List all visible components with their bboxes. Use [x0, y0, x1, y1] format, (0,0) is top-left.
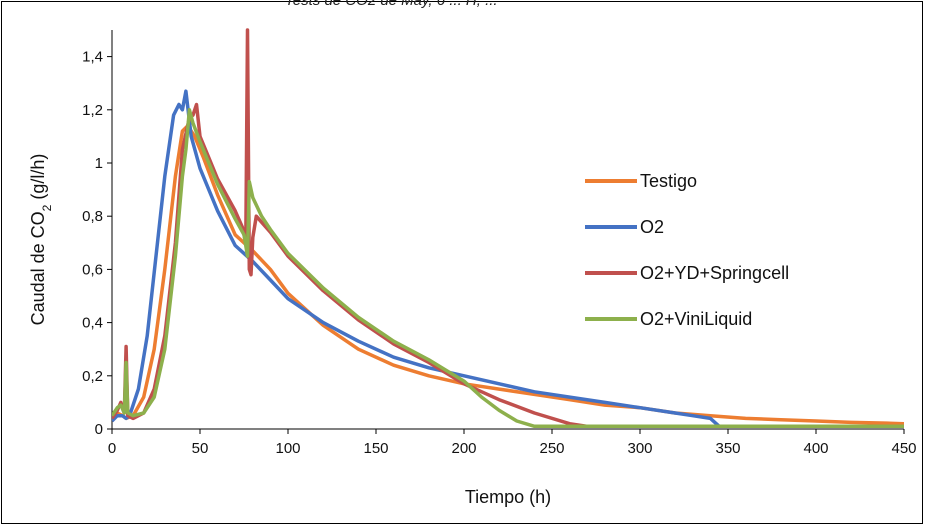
y-axis-label-main: Caudal de CO — [28, 211, 48, 325]
plot-area — [112, 28, 904, 429]
y-tick-label: 0,2 — [82, 368, 103, 385]
x-tick-label: 100 — [275, 440, 300, 457]
series-line-o2 — [112, 89, 904, 429]
legend-label: O2+ViniLiquid — [640, 309, 752, 329]
x-tick-label: 300 — [627, 440, 652, 457]
y-tick-label: 1,4 — [82, 49, 103, 66]
x-axis-label: Tiempo (h) — [465, 487, 551, 507]
y-tick-label: 1 — [95, 155, 103, 172]
x-tick-label: 400 — [803, 440, 828, 457]
y-tick-label: 0,8 — [82, 208, 103, 225]
series-line-o2-viniliquid — [112, 108, 904, 429]
axes — [111, 30, 904, 430]
legend-label: Testigo — [640, 171, 697, 191]
x-tick-label: 150 — [363, 440, 388, 457]
legend-label: O2 — [640, 217, 664, 237]
y-axis-label: Caudal de CO2 (g/l/h) — [28, 154, 54, 326]
y-ticks: 0 0,2 0,4 0,6 0,8 1 1,2 1,4 — [82, 49, 112, 438]
legend: Testigo O2 O2+YD+Springcell O2+ViniLiquid — [585, 171, 789, 329]
legend-label: O2+YD+Springcell — [640, 263, 789, 283]
y-tick-label: 1,2 — [82, 102, 103, 119]
x-tick-label: 200 — [451, 440, 476, 457]
x-tick-label: 50 — [192, 440, 209, 457]
series-line-testigo — [112, 124, 904, 426]
y-tick-label: 0,4 — [82, 315, 103, 332]
chart-title: Tests de CO2 de May, 6 ... H, ... — [285, 0, 498, 9]
x-tick-label: 0 — [108, 440, 116, 457]
y-tick-label: 0 — [95, 421, 103, 438]
x-tick-label: 350 — [715, 440, 740, 457]
x-tick-label: 250 — [539, 440, 564, 457]
y-axis-label-unit: (g/l/h) — [28, 154, 48, 205]
y-tick-label: 0,6 — [82, 261, 103, 278]
x-ticks: 0 50 100 150 200 250 300 350 400 450 — [108, 429, 917, 457]
y-axis-label-subscript: 2 — [40, 204, 54, 211]
x-tick-label: 450 — [891, 440, 916, 457]
